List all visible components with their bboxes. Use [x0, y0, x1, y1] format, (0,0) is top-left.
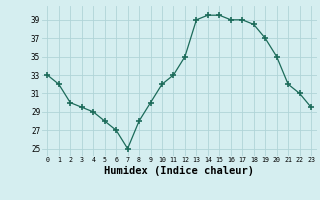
X-axis label: Humidex (Indice chaleur): Humidex (Indice chaleur)	[104, 166, 254, 176]
